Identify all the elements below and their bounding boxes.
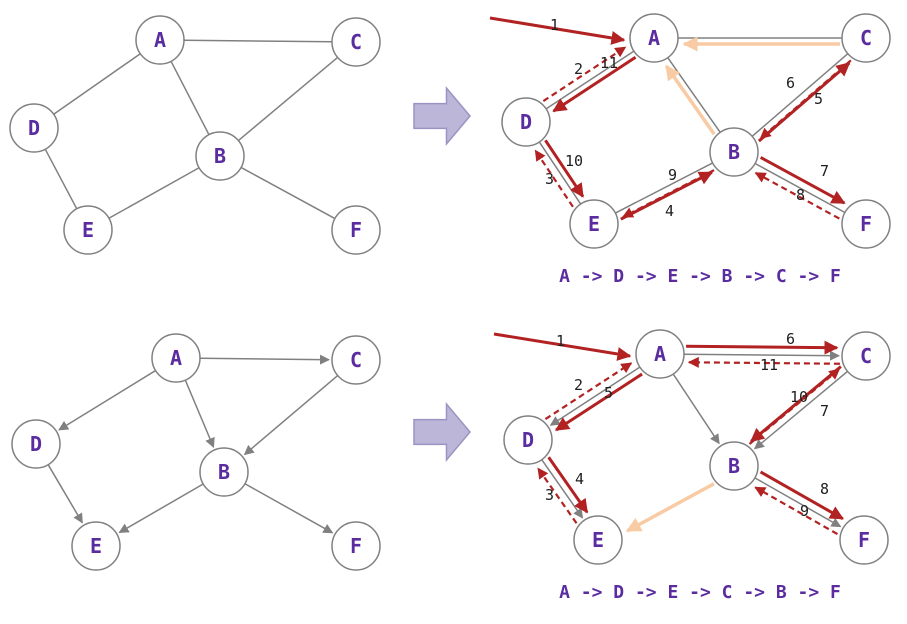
node-label-C: C — [350, 348, 362, 372]
step-num: 10 — [565, 152, 583, 170]
node-label-E: E — [592, 528, 604, 552]
step-num: 1 — [550, 16, 559, 34]
step-num: 9 — [668, 166, 677, 184]
edge — [45, 149, 77, 209]
big-arrow — [414, 404, 470, 460]
step-num: 5 — [814, 90, 823, 108]
step-num: 11 — [760, 356, 778, 374]
edge — [245, 376, 338, 455]
edge — [673, 374, 719, 443]
edge — [109, 168, 199, 219]
node-label-A: A — [154, 28, 166, 52]
edge — [59, 371, 156, 430]
step-num: 8 — [796, 186, 805, 204]
node-label-E: E — [90, 534, 102, 558]
node-label-B: B — [214, 144, 226, 168]
step-num: 9 — [800, 502, 809, 520]
edge — [171, 61, 209, 134]
node-label-B: B — [728, 454, 740, 478]
edge — [238, 57, 337, 140]
edge — [668, 58, 720, 133]
edge — [54, 54, 141, 115]
step-num: 6 — [786, 74, 795, 92]
sequence-bottom: A -> D -> E -> C -> B -> F — [559, 582, 841, 603]
step-num: 2 — [574, 376, 583, 394]
node-label-F: F — [860, 212, 872, 236]
step-num: 5 — [604, 384, 613, 402]
edge — [551, 367, 640, 425]
edge — [752, 54, 848, 137]
edge — [119, 484, 203, 532]
node-label-E: E — [82, 218, 94, 242]
edge — [48, 465, 82, 523]
node-label-D: D — [520, 110, 532, 134]
step-num: 7 — [820, 402, 829, 420]
edge — [546, 51, 634, 109]
step-num: 8 — [820, 480, 829, 498]
node-label-C: C — [350, 30, 362, 54]
step-num: 11 — [600, 54, 618, 72]
node-label-F: F — [350, 534, 362, 558]
step-num: 10 — [790, 388, 808, 406]
node-label-D: D — [30, 432, 42, 456]
step-num: 7 — [820, 162, 829, 180]
step-num: 4 — [575, 470, 584, 488]
node-label-F: F — [350, 218, 362, 242]
edge-step — [538, 468, 576, 523]
node-label-A: A — [654, 342, 666, 366]
edge — [755, 371, 848, 448]
node-label-A: A — [648, 26, 660, 50]
step-num: 6 — [786, 330, 795, 348]
sequence-top: A -> D -> E -> B -> C -> F — [559, 266, 841, 287]
node-label-B: B — [218, 460, 230, 484]
edge — [184, 40, 332, 42]
edge — [185, 380, 213, 447]
node-label-E: E — [588, 212, 600, 236]
node-label-B: B — [728, 140, 740, 164]
edge — [200, 358, 329, 359]
node-label-F: F — [858, 528, 870, 552]
step-num: 2 — [574, 60, 583, 78]
node-label-D: D — [522, 428, 534, 452]
edge-step — [556, 374, 642, 430]
edge — [241, 167, 335, 218]
diagram-canvas: ACDBEFACDBEF1234576891011ACDBEFA -> D ->… — [0, 0, 907, 624]
step-num: 4 — [665, 202, 674, 220]
node-label-A: A — [170, 346, 182, 370]
node-label-C: C — [860, 26, 872, 50]
node-label-C: C — [860, 344, 872, 368]
edge — [245, 484, 333, 533]
edge-peach — [666, 66, 714, 134]
edge-peach — [627, 484, 714, 531]
step-num: 1 — [556, 332, 565, 350]
edge — [615, 163, 712, 213]
edge-step — [686, 346, 837, 347]
edge-step — [554, 57, 636, 111]
big-arrow — [414, 88, 470, 144]
node-label-D: D — [28, 116, 40, 140]
